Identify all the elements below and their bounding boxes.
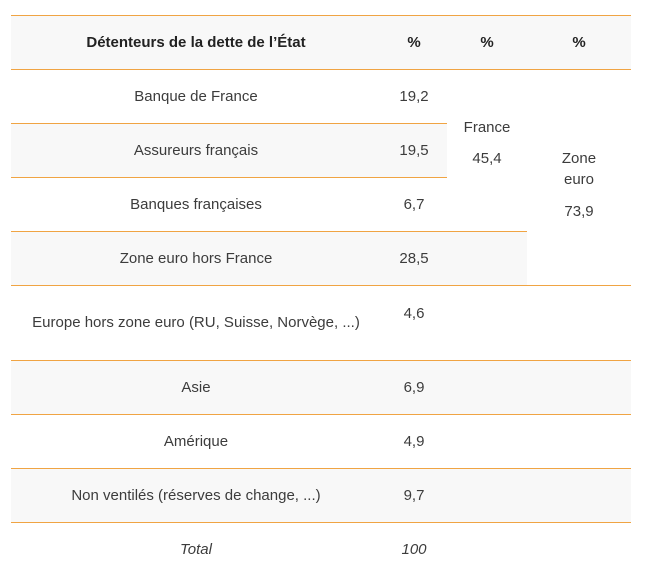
- row-holder-asie: Asie: [181, 378, 211, 396]
- euro-group-value: 73,9: [564, 203, 594, 220]
- france-group-label: France: [463, 119, 511, 136]
- row-bg-non-ventiles: [11, 468, 631, 522]
- row-bg-assureurs: [11, 123, 447, 177]
- rule-after-header: [11, 69, 631, 70]
- row-holder-banque-de-france: Banque de France: [134, 87, 258, 105]
- row-pct-zone-euro-hors-france: 28,5: [399, 249, 429, 267]
- rule-top: [11, 15, 631, 16]
- euro-group-label: Zone euro: [561, 150, 597, 188]
- france-group-value: 45,4: [472, 150, 502, 167]
- row-pct-non-ventiles: 9,7: [403, 486, 425, 504]
- rule-after-row1: [11, 123, 447, 124]
- row-holder-non-ventiles: Non ventilés (réserves de change, ...): [71, 486, 321, 504]
- row-bg-zone-euro-hors-france: [11, 231, 527, 285]
- row-holder-zone-euro-hors-france: Zone euro hors France: [119, 249, 273, 267]
- row-pct-assureurs: 19,5: [399, 141, 429, 159]
- rule-after-row3: [11, 231, 527, 232]
- row-pct-banque-de-france: 19,2: [399, 87, 429, 105]
- rule-after-row5: [11, 360, 631, 361]
- row-holder-assureurs: Assureurs français: [133, 141, 259, 159]
- rule-after-row2: [11, 177, 447, 178]
- row-holder-europe-hors-zone-euro: Europe hors zone euro (RU, Suisse, Norvè…: [32, 314, 360, 331]
- header-row-bg: [11, 15, 631, 69]
- row-bg-asie: [11, 360, 631, 414]
- row-pct-asie: 6,9: [403, 378, 425, 396]
- row-holder-amerique: Amérique: [163, 432, 229, 450]
- header-holders: Détenteurs de la dette de l’État: [86, 33, 306, 51]
- total-label: Total: [180, 540, 212, 558]
- rule-after-row4: [11, 285, 631, 286]
- row-pct-amerique: 4,9: [403, 432, 425, 450]
- debt-holders-table: Détenteurs de la dette de l’État % % % B…: [11, 15, 631, 579]
- header-percent-1: %: [407, 33, 421, 51]
- header-percent-2: %: [480, 33, 494, 51]
- row-pct-europe-hors-zone-euro: 4,6: [403, 304, 425, 322]
- rule-after-row7: [11, 468, 631, 469]
- row-pct-banques-francaises: 6,7: [403, 195, 425, 213]
- total-value: 100: [401, 540, 427, 558]
- header-percent-3: %: [572, 33, 586, 51]
- rule-after-row8: [11, 522, 631, 523]
- rule-after-row6: [11, 414, 631, 415]
- row-holder-banques-francaises: Banques françaises: [130, 195, 262, 213]
